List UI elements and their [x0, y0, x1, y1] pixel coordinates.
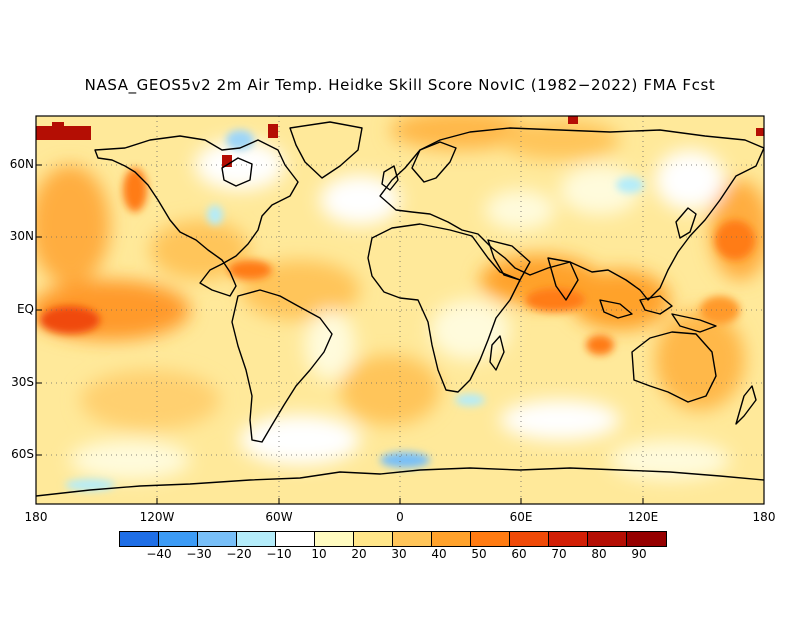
colorbar-cell [471, 532, 510, 546]
lon-label-0: 0 [396, 510, 404, 524]
lat-label-eq: EQ [16, 302, 34, 316]
coastlines [36, 121, 764, 497]
colorbar-cell [315, 532, 354, 546]
colorbar-label: 50 [471, 547, 487, 561]
colorbar-label: 30 [391, 547, 407, 561]
lon-label-60e: 60E [509, 510, 533, 524]
lon-label-60w: 60W [265, 510, 293, 524]
colorbar-cell [198, 532, 237, 546]
colorbar-cell [120, 532, 159, 546]
colorbar-cell [627, 532, 666, 546]
colorbar-cell [393, 532, 432, 546]
lat-label-30s: 30S [11, 375, 34, 389]
lon-label-120w: 120W [139, 510, 175, 524]
colorbar-label: −10 [266, 547, 292, 561]
colorbar-cell [276, 532, 315, 546]
lon-label-120e: 120E [627, 510, 659, 524]
lat-label-60n: 60N [9, 157, 34, 171]
colorbar-label: −40 [146, 547, 172, 561]
colorbar-label: 70 [551, 547, 567, 561]
colorbar-cell [432, 532, 471, 546]
lat-label-30n: 30N [9, 229, 34, 243]
colorbar-cell [354, 532, 393, 546]
colorbar-label: 20 [351, 547, 367, 561]
lat-label-60s: 60S [11, 447, 34, 461]
colorbar-label: 60 [511, 547, 527, 561]
chart-title: NASA_GEOS5v2 2m Air Temp. Heidke Skill S… [84, 76, 716, 94]
colorbar-label: 90 [631, 547, 647, 561]
colorbar-label: −30 [186, 547, 212, 561]
colorbar-cell [588, 532, 627, 546]
colorbar-cell [159, 532, 198, 546]
colorbar-cell [510, 532, 549, 546]
colorbar [119, 531, 667, 547]
colorbar-label: 80 [591, 547, 607, 561]
colorbar-label: 40 [431, 547, 447, 561]
colorbar-label: 10 [311, 547, 327, 561]
heatmap-field [36, 116, 764, 504]
colorbar-label: −20 [226, 547, 252, 561]
lon-label-180e: 180 [752, 510, 776, 524]
lon-label-180w: 180 [24, 510, 48, 524]
colorbar-cell [237, 532, 276, 546]
colorbar-cell [549, 532, 588, 546]
